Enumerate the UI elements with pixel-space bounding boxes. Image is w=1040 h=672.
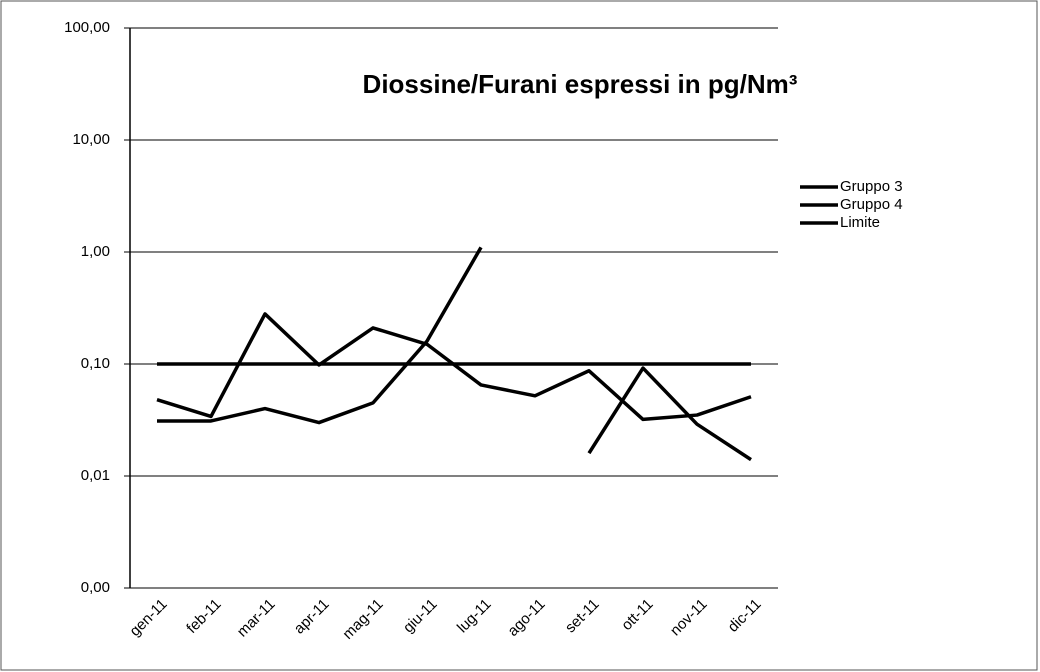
legend-label: Gruppo 4 [840,196,903,213]
series-line [587,366,752,462]
y-tick-label: 10,00 [72,131,110,148]
legend-label: Gruppo 3 [840,178,903,195]
series-line [157,246,483,425]
legend-label: Limite [840,214,880,231]
chart-title: Diossine/Furani espressi in pg/Nm³ [363,69,798,99]
x-tick-label: giu-11 [400,596,441,637]
x-tick-label: ago-11 [504,596,548,640]
x-tick-label: apr-11 [291,596,333,638]
x-tick-label: mar-11 [234,596,279,641]
x-tick-label: feb-11 [183,596,224,637]
series-line [156,312,752,422]
y-tick-label: 0,01 [81,467,110,484]
y-tick-label: 1,00 [81,243,110,260]
x-tick-label: lug-11 [454,596,495,637]
x-tick-label: ott-11 [618,596,656,634]
x-tick-label: mag-11 [339,596,386,643]
y-tick-label: 100,00 [64,19,110,36]
x-tick-label: nov-11 [667,596,711,640]
y-tick-label: 0,10 [81,355,110,372]
x-tick-label: set-11 [562,596,603,637]
y-tick-label: 0,00 [81,579,110,596]
x-tick-label: dic-11 [725,596,765,636]
x-tick-label: gen-11 [126,596,170,640]
